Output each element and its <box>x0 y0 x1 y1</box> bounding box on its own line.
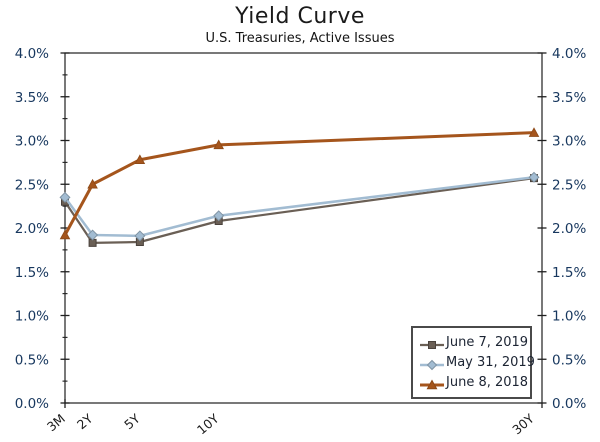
y-axis-label-right: 0.0% <box>552 396 586 412</box>
legend-marker-may-31-2019 <box>419 356 445 371</box>
x-axis-label-2y: 2Y <box>74 411 96 433</box>
legend-label: May 31, 2019 <box>446 354 535 370</box>
marker-triangle <box>528 127 540 137</box>
marker-triangle <box>59 229 71 240</box>
y-axis-label-right: 1.0% <box>552 309 586 325</box>
y-axis-label-left: 4.0% <box>15 46 49 62</box>
marker-diamond <box>87 229 99 241</box>
legend-item-june-8-2018: June 8, 2018 <box>419 372 528 392</box>
marker-triangle <box>87 178 98 189</box>
y-axis-label-right: 2.0% <box>552 221 586 237</box>
y-axis-label-right: 3.5% <box>552 90 586 106</box>
y-axis-label-left: 2.0% <box>15 221 49 237</box>
series-line-may-31-2019 <box>63 176 536 238</box>
x-axis-label-5y: 5Y <box>121 411 143 433</box>
x-axis-label-10y: 10Y <box>194 411 222 438</box>
chart-subtitle: U.S. Treasuries, Active Issues <box>205 31 395 46</box>
x-axis-label-3m: 3M <box>44 411 68 435</box>
legend-item-may-31-2019: May 31, 2019 <box>419 352 535 372</box>
chart-title: Yield Curve <box>235 4 365 29</box>
y-axis-label-left: 1.0% <box>15 309 49 325</box>
legend-item-june-7-2019: June 7, 2019 <box>419 332 528 352</box>
marker-triangle <box>134 154 146 164</box>
legend: June 7, 2019 May 31, 2019 June 8, 2018 <box>411 326 535 399</box>
marker-diamond <box>59 191 71 203</box>
series-line-june-7-2019 <box>63 177 536 244</box>
y-axis-label-left: 1.5% <box>15 265 49 281</box>
y-axis-label-right: 4.0% <box>552 46 586 62</box>
y-axis-label-right: 0.5% <box>552 352 586 368</box>
y-axis-label-left: 0.5% <box>15 352 49 368</box>
x-axis-label-30y: 30Y <box>509 411 537 438</box>
y-axis-label-right: 2.5% <box>552 177 586 193</box>
y-axis-label-left: 3.0% <box>15 134 49 150</box>
legend-label: June 8, 2018 <box>446 374 529 390</box>
marker-triangle <box>213 139 224 150</box>
legend-marker-june-8-2018 <box>419 376 445 390</box>
marker-diamond <box>528 171 540 183</box>
legend-marker-june-7-2019 <box>419 336 445 349</box>
marker-diamond <box>134 230 146 242</box>
legend-label: June 7, 2019 <box>446 334 529 350</box>
y-axis-label-left: 3.5% <box>15 90 49 106</box>
y-axis-label-left: 2.5% <box>15 177 49 193</box>
y-axis-label-right: 1.5% <box>552 265 586 281</box>
marker-diamond <box>213 210 225 222</box>
series-line-june-8-2018 <box>63 131 536 237</box>
y-axis-label-left: 0.0% <box>15 396 49 412</box>
y-axis-label-right: 3.0% <box>552 134 586 150</box>
